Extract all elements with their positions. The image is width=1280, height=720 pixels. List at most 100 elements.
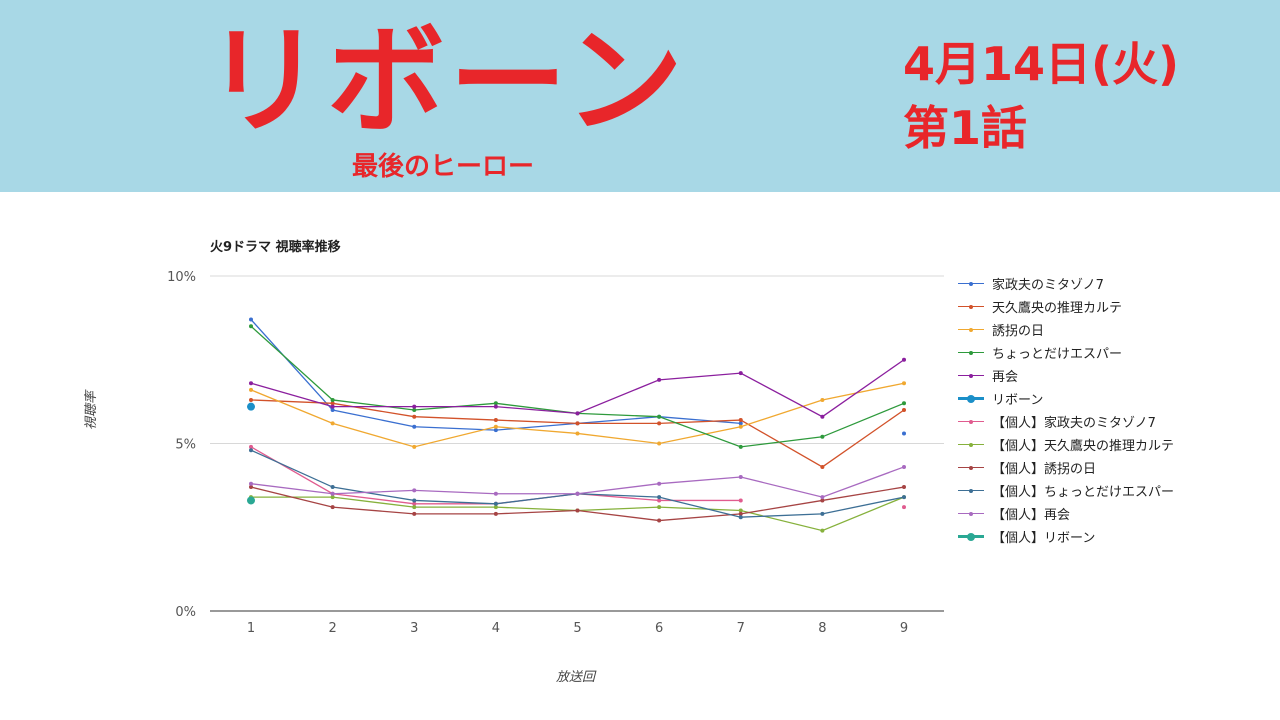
x-tick-label: 3	[410, 621, 418, 636]
x-axis-label: 放送回	[556, 670, 596, 685]
legend-item: 誘拐の日	[958, 318, 1174, 341]
legend-item: 家政夫のミタゾノ7	[958, 272, 1174, 295]
data-point	[412, 498, 417, 503]
data-point	[902, 485, 906, 490]
series-line	[251, 496, 905, 532]
data-point	[738, 511, 743, 516]
data-point	[820, 434, 825, 439]
data-point	[657, 498, 662, 503]
data-point	[412, 488, 417, 493]
data-point	[820, 414, 825, 419]
legend-swatch	[958, 440, 984, 450]
legend-item: 【個人】リボーン	[958, 525, 1174, 548]
data-point	[249, 324, 253, 329]
legend-swatch	[958, 348, 984, 358]
data-point	[412, 505, 417, 510]
data-point	[657, 377, 662, 382]
legend-item: リボーン	[958, 387, 1174, 410]
data-point	[493, 418, 498, 423]
data-point	[247, 402, 255, 411]
data-point	[657, 495, 662, 500]
data-point	[902, 505, 906, 510]
legend-label: 【個人】ちょっとだけエスパー	[992, 485, 1175, 500]
legend-label: 【個人】家政夫のミタゾノ7	[992, 416, 1156, 431]
x-tick-label: 8	[818, 621, 826, 636]
data-point	[493, 511, 498, 516]
legend-swatch	[958, 463, 984, 473]
data-point	[738, 498, 743, 503]
legend-label: 【個人】再会	[992, 508, 1071, 523]
legend-item: 【個人】誘拐の日	[958, 456, 1174, 479]
legend-label: 家政夫のミタゾノ7	[992, 278, 1104, 293]
legend-label: リボーン	[992, 393, 1044, 408]
data-point	[493, 501, 498, 506]
data-point	[249, 397, 253, 402]
y-tick-label: 0%	[175, 605, 196, 620]
data-point	[738, 508, 743, 513]
data-point	[249, 387, 253, 392]
legend-swatch	[958, 279, 984, 289]
data-point	[412, 511, 417, 516]
legend-item: 【個人】ちょっとだけエスパー	[958, 479, 1174, 502]
legend-label: 【個人】リボーン	[992, 531, 1096, 546]
legend-label: 天久鷹央の推理カルテ	[992, 301, 1123, 316]
y-tick-label: 10%	[167, 270, 196, 285]
legend-item: 【個人】再会	[958, 502, 1174, 525]
data-point	[493, 491, 498, 496]
legend-swatch	[958, 486, 984, 496]
chart-title: 火9ドラマ 視聴率推移	[210, 240, 341, 255]
legend-label: 誘拐の日	[992, 324, 1045, 339]
data-point	[575, 508, 580, 513]
legend-item: 【個人】家政夫のミタゾノ7	[958, 410, 1174, 433]
data-point	[493, 401, 498, 406]
data-point	[247, 496, 255, 505]
legend-item: 天久鷹央の推理カルテ	[958, 295, 1174, 318]
header-banner: リボーン 最後のヒーロー 4月14日(火) 第1話	[0, 0, 1280, 192]
data-point	[330, 401, 335, 406]
legend-label: 再会	[992, 370, 1019, 385]
data-point	[249, 481, 253, 486]
legend-swatch	[958, 302, 984, 312]
data-point	[330, 485, 335, 490]
legend-swatch	[958, 509, 984, 519]
data-point	[575, 411, 580, 416]
data-point	[738, 515, 743, 520]
air-date: 4月14日(火)	[903, 37, 1180, 91]
data-point	[412, 424, 417, 429]
legend-item: ちょっとだけエスパー	[958, 341, 1174, 364]
legend-swatch	[958, 532, 984, 542]
show-subtitle: 最後のヒーロー	[352, 152, 535, 182]
data-point	[820, 464, 825, 469]
data-point	[902, 431, 906, 436]
legend-swatch	[958, 417, 984, 427]
legend-item: 【個人】天久鷹央の推理カルテ	[958, 433, 1174, 456]
x-tick-label: 4	[492, 621, 500, 636]
data-point	[657, 518, 662, 523]
data-point	[738, 444, 743, 449]
data-point	[330, 505, 335, 510]
data-point	[249, 317, 253, 322]
legend-label: ちょっとだけエスパー	[992, 347, 1123, 362]
data-point	[738, 421, 743, 426]
data-point	[902, 381, 906, 386]
y-tick-label: 5%	[175, 438, 196, 453]
data-point	[902, 408, 906, 412]
data-point	[493, 404, 498, 409]
data-point	[575, 421, 580, 426]
data-point	[412, 414, 417, 419]
data-point	[902, 357, 906, 362]
show-title: リボーン	[205, 12, 688, 150]
data-point	[820, 511, 825, 516]
data-point	[820, 498, 825, 503]
data-point	[249, 444, 253, 449]
data-point	[493, 424, 498, 429]
chart-legend: 家政夫のミタゾノ7 天久鷹央の推理カルテ 誘拐の日ちょっとだけエスパー 再会リボーン【…	[958, 272, 1174, 548]
x-tick-label: 5	[573, 621, 581, 636]
legend-label: 【個人】天久鷹央の推理カルテ	[992, 439, 1175, 454]
data-point	[820, 397, 825, 402]
series-line	[250, 449, 905, 518]
x-tick-label: 9	[900, 621, 908, 636]
data-point	[412, 404, 417, 409]
data-point	[820, 495, 825, 500]
data-point	[412, 444, 417, 449]
